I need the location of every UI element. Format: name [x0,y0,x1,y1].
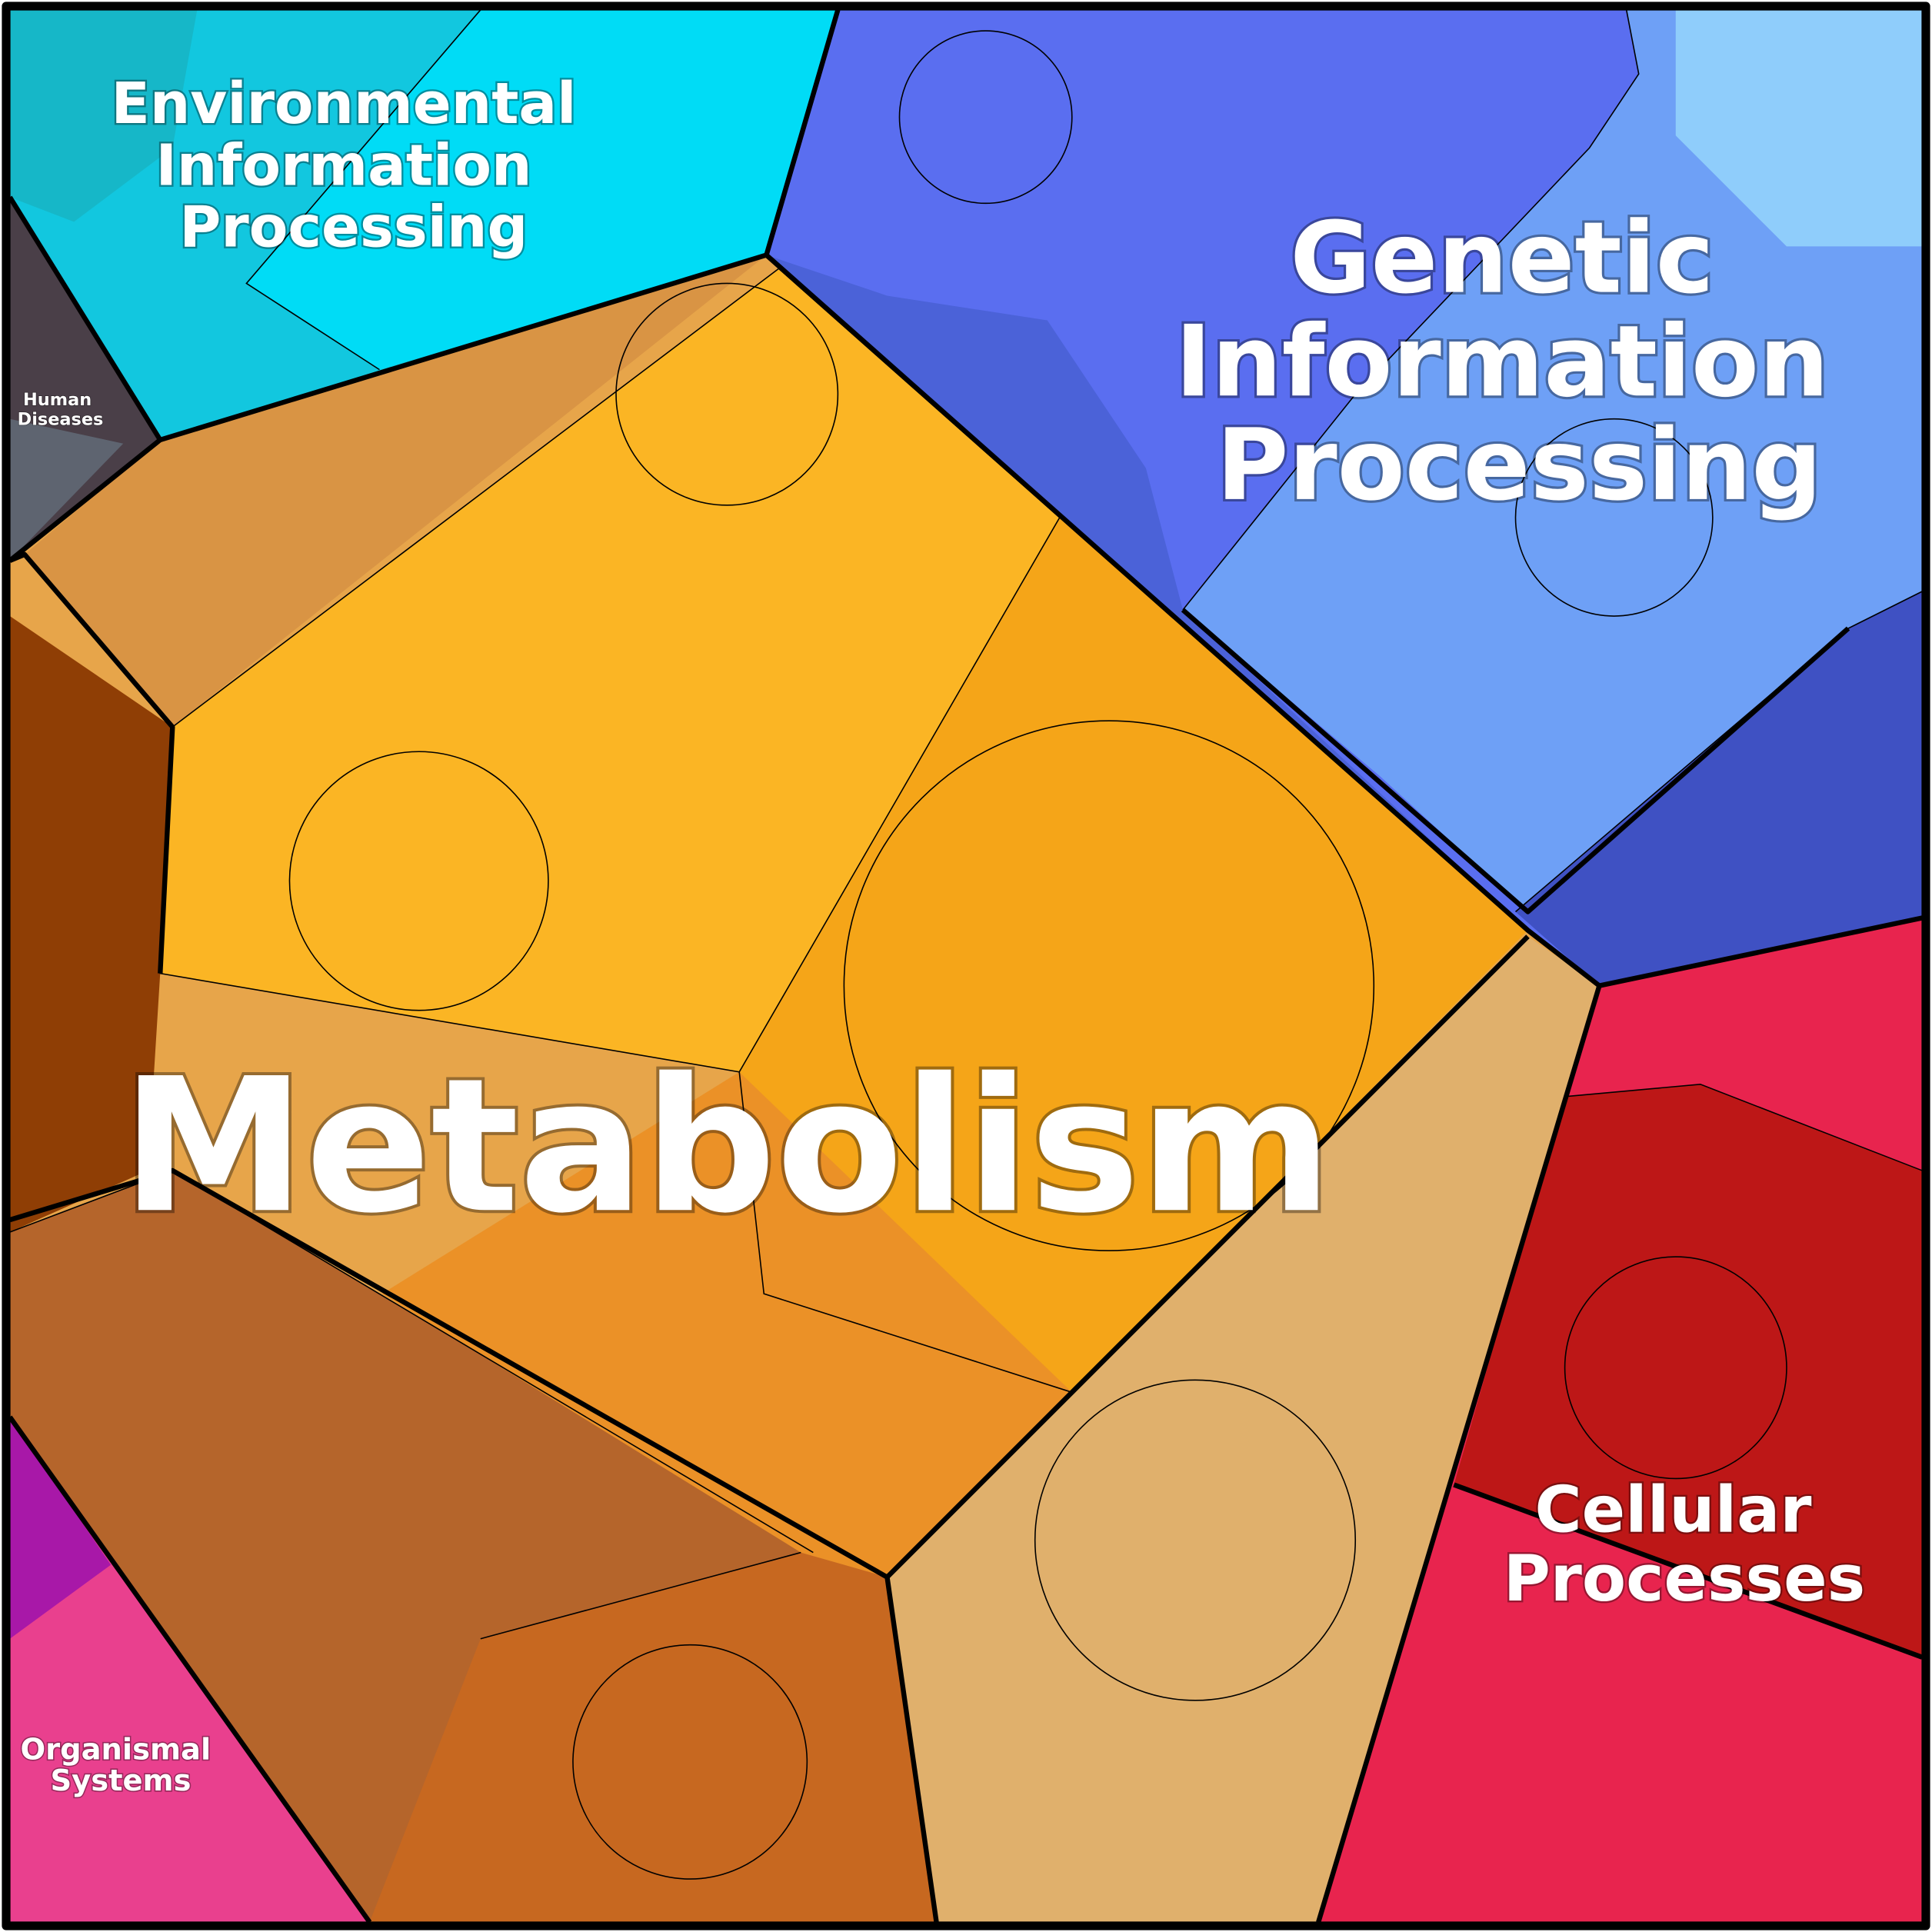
subregion [160,268,1060,1072]
label-line: Organismal [20,1733,211,1767]
subregion [9,616,173,1233]
label-line: Processes [1504,1541,1865,1616]
region-label: Genetic Information Processing [1175,202,1864,523]
subregion [1454,1084,1923,1657]
subregion [25,255,767,728]
label-line: Genetic [1290,202,1714,316]
region-label: Cellular Processes [1504,1472,1865,1616]
label-line: Diseases [18,410,104,430]
label-line: Processing [179,195,528,260]
label-line: Metabolism [122,1038,1332,1254]
subregion [369,1552,937,1923]
region-label: Metabolism [122,1038,1332,1254]
label-line: Human [23,390,92,410]
region-label: Organismal Systems [20,1733,221,1798]
label-line: Systems [51,1764,192,1798]
label-line: Environmental [111,72,576,137]
subregion [1182,9,1923,912]
subregion [739,517,1528,1393]
subregion [9,418,124,561]
subregion [246,9,838,370]
subregion [9,9,198,222]
subregion [1515,591,1923,986]
label-line: Processing [1217,408,1823,523]
subregion [887,936,1600,1923]
region-label: Environmental Information Processing [111,72,596,260]
subregion [381,1071,1072,1577]
subregion [1675,9,1923,247]
label-line: Information [155,133,531,198]
region-label: Human Diseases [18,390,104,430]
label-line: Information [1175,305,1829,419]
label-line: Cellular [1535,1472,1812,1547]
